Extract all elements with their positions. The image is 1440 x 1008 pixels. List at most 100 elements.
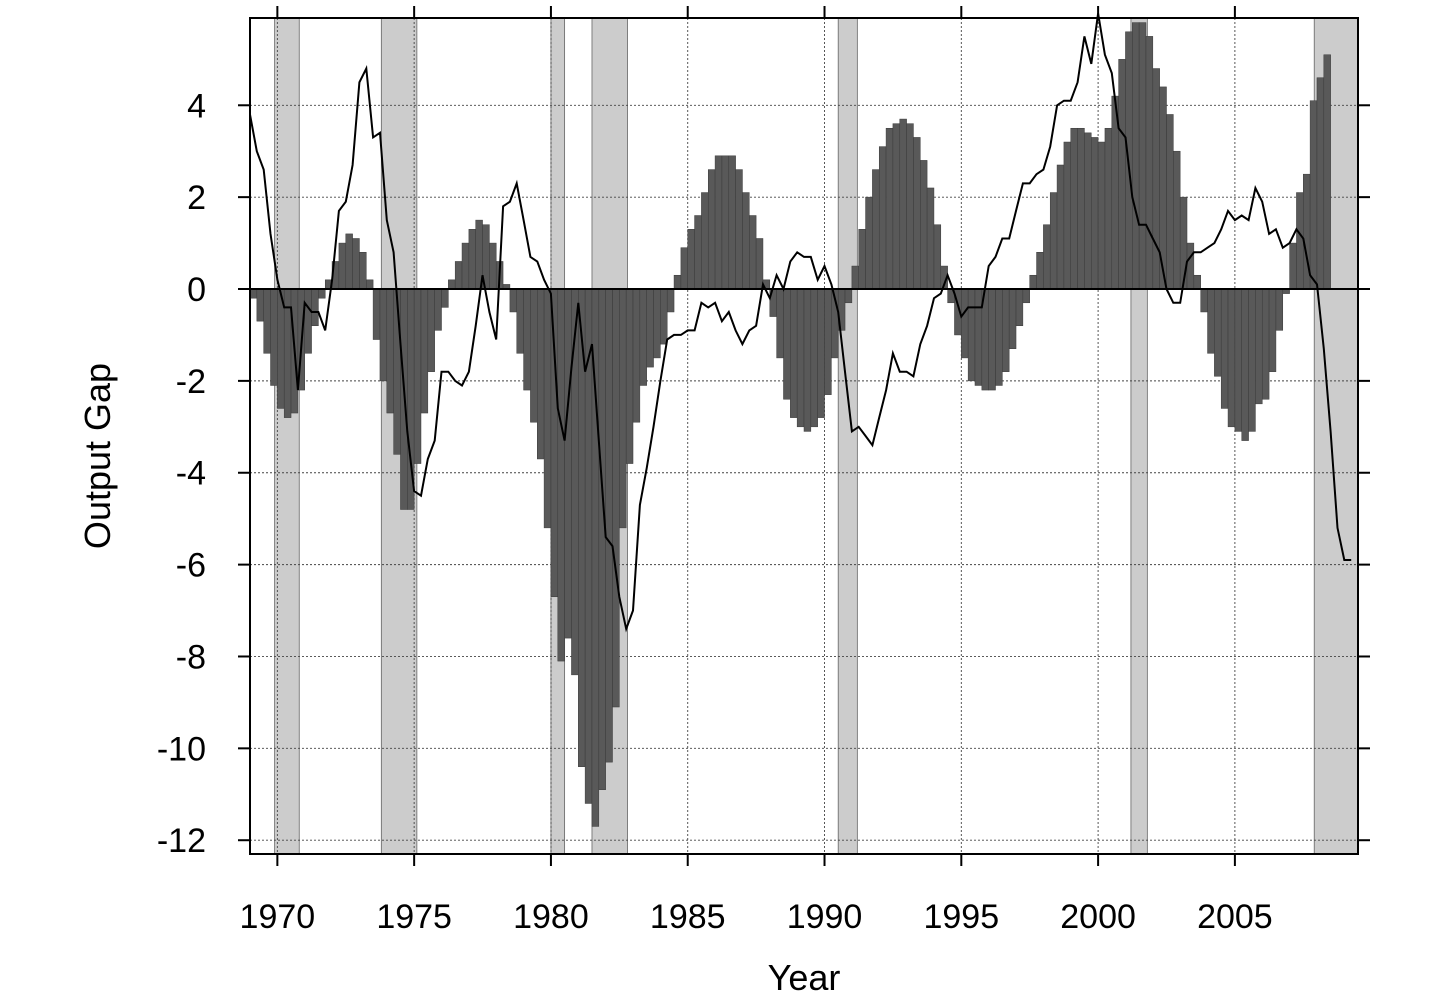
output-gap-bar — [995, 288, 1003, 386]
output-gap-bar — [516, 288, 524, 354]
x-tick-labels: 1970 1975 1980 1985 1990 1995 2000 2005 — [240, 898, 1273, 936]
output-gap-bar — [1091, 137, 1099, 290]
output-gap-bar — [523, 288, 531, 391]
output-gap-bar — [256, 288, 264, 322]
output-gap-bar — [1008, 288, 1017, 349]
recession-band — [837, 17, 858, 855]
output-gap-bar — [379, 288, 388, 382]
output-gap-bar — [926, 187, 935, 290]
output-gap-bar — [735, 169, 743, 290]
output-gap-bar — [714, 155, 723, 290]
output-gap-bar — [420, 288, 429, 414]
x-tick-label: 1970 — [240, 898, 316, 936]
output-gap-bar — [783, 288, 791, 400]
output-gap-bar — [1241, 288, 1249, 441]
y-axis-title: Output Gap — [77, 363, 118, 549]
output-gap-bar — [448, 279, 456, 290]
output-gap-bar — [707, 169, 716, 290]
output-gap-bar — [646, 288, 654, 368]
output-gap-bar — [625, 288, 634, 464]
output-gap-bar — [543, 288, 552, 529]
output-gap-bar — [1255, 288, 1263, 405]
y-tick-label: 0 — [187, 271, 206, 309]
output-gap-bar — [338, 242, 347, 290]
output-gap-bar — [1118, 59, 1126, 290]
y-tick-label: -4 — [176, 455, 206, 493]
output-gap-bar — [1022, 288, 1030, 304]
output-gap-bar — [1323, 54, 1331, 290]
output-gap-bar — [1220, 288, 1229, 409]
output-gap-bar — [885, 127, 894, 290]
output-gap-bar — [1002, 288, 1010, 372]
output-gap-bar — [906, 123, 914, 290]
output-gap-bar — [1200, 288, 1208, 313]
output-gap-bar — [892, 123, 901, 290]
output-gap-bar — [359, 252, 367, 290]
output-gap-bar — [441, 288, 449, 308]
output-gap-bar — [653, 288, 661, 359]
output-gap-bar — [824, 288, 832, 395]
output-gap-bar — [858, 229, 866, 290]
y-tick-label: -12 — [157, 822, 206, 860]
series-line — [249, 13, 1352, 633]
x-tick-label: 2005 — [1197, 898, 1273, 936]
output-gap-bar — [660, 288, 668, 345]
output-gap-bar — [1186, 242, 1195, 290]
output-gap-bar — [1056, 164, 1065, 290]
output-gap-bar — [666, 288, 675, 313]
output-gap-bar — [1049, 192, 1058, 290]
output-gap-bar — [1261, 288, 1270, 400]
output-gap-bar — [742, 192, 750, 290]
output-gap-bar — [728, 155, 736, 290]
output-gap-bar — [393, 288, 401, 455]
y-tick-label: -10 — [157, 730, 206, 768]
output-gap-bar — [673, 274, 682, 290]
output-gap-bar — [721, 155, 730, 290]
y-tick-label: 4 — [187, 87, 206, 125]
output-gap-bar — [967, 288, 976, 382]
output-gap-bar — [605, 288, 613, 763]
output-gap-bar — [1043, 224, 1051, 290]
output-gap-bar — [933, 224, 942, 290]
y-tick-label: -6 — [176, 547, 206, 585]
output-gap-bar — [701, 192, 709, 290]
output-gap-bar — [749, 215, 757, 290]
output-gap-bar — [1289, 242, 1297, 290]
output-gap-bar — [318, 288, 326, 299]
output-gap-bar — [454, 261, 463, 290]
output-gap-bar — [755, 238, 764, 290]
output-gap-bar — [345, 233, 353, 290]
output-gap-bar — [1036, 252, 1044, 290]
output-gap-bar — [263, 288, 271, 354]
output-gap-bar — [557, 288, 565, 662]
output-gap-bar — [1084, 132, 1092, 290]
x-axis-title: Year — [768, 957, 841, 998]
y-tick-label: -8 — [176, 638, 206, 676]
output-gap-bar — [1029, 274, 1037, 290]
recession-shading-group — [274, 17, 1359, 855]
output-gap-bar — [304, 288, 312, 354]
output-gap-bar — [988, 288, 996, 391]
output-gap-bar — [1193, 274, 1201, 290]
output-gap-bar — [434, 288, 442, 331]
x-tick-label: 2000 — [1060, 898, 1136, 936]
output-gap-bar — [1173, 150, 1181, 290]
output-gap-bar — [872, 169, 880, 290]
output-gap-bar — [571, 288, 579, 676]
x-tick-label: 1985 — [650, 898, 726, 936]
output-gap-bar — [1296, 192, 1304, 290]
x-tick-label: 1975 — [376, 898, 452, 936]
output-gap-bar — [1063, 141, 1071, 290]
output-gap-bar — [1316, 77, 1325, 290]
output-gap-bar — [1166, 114, 1174, 290]
x-tick-label: 1980 — [513, 898, 589, 936]
y-tick-label: 2 — [187, 179, 206, 217]
output-gap-bar — [509, 288, 517, 313]
output-gap-bar — [680, 247, 688, 290]
output-gap-bar — [810, 288, 818, 428]
output-gap-bar — [1227, 288, 1236, 428]
output-gap-bar — [632, 288, 641, 423]
x-tick-label: 1995 — [923, 898, 999, 936]
axis-ticks — [238, 6, 1370, 866]
